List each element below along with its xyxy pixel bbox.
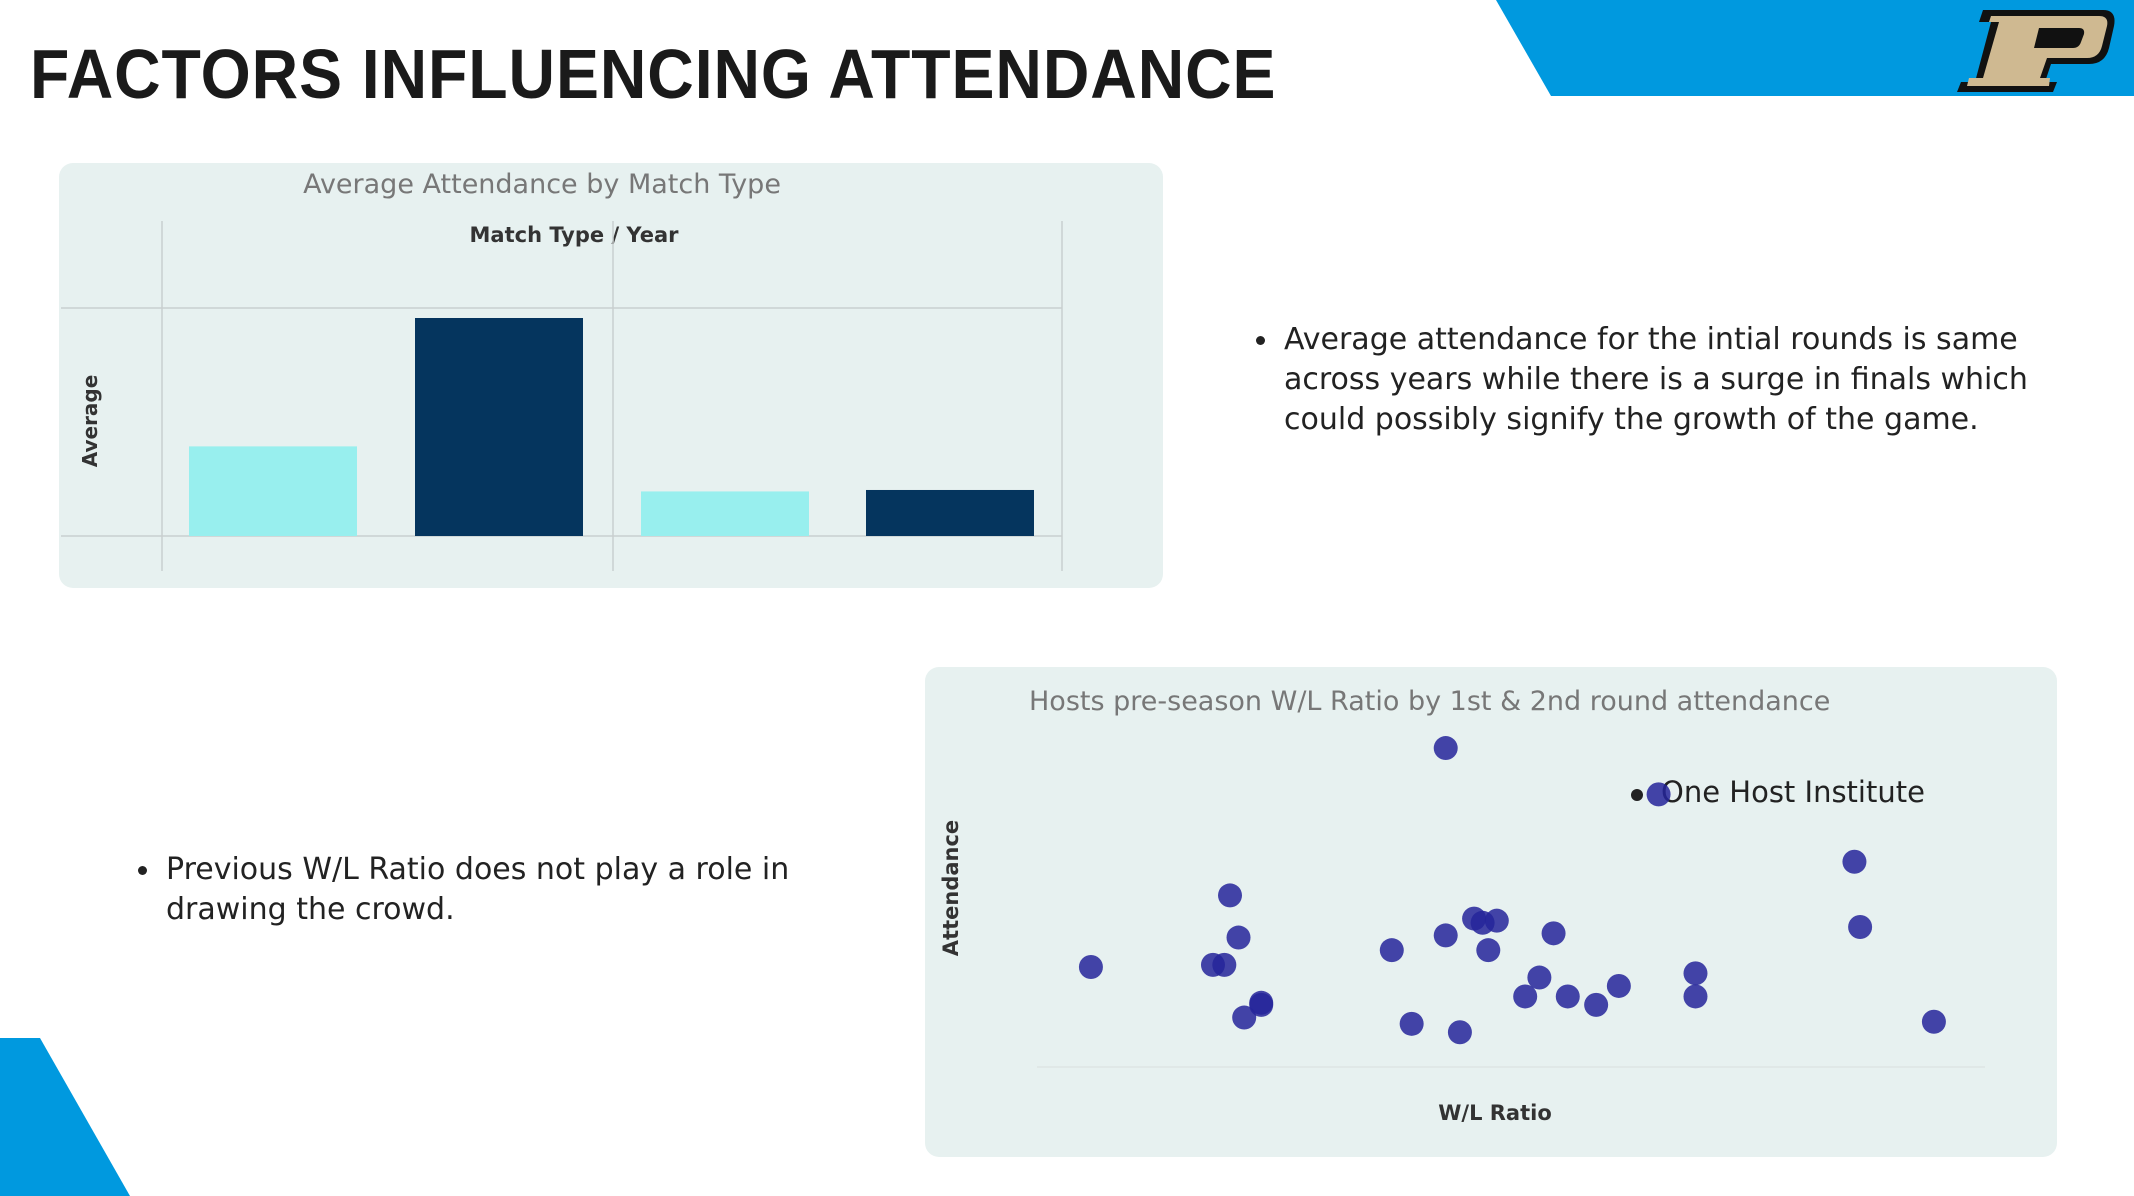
scatter-point	[1447, 1020, 1472, 1045]
scatter-point	[1683, 961, 1708, 986]
scatter-point	[1921, 1009, 1946, 1034]
scatter-point	[1842, 849, 1867, 874]
bar-chart-ylabel: Average	[78, 375, 102, 468]
scatter-point	[1212, 952, 1237, 977]
bar-chart-title: Average Attendance by Match Type	[303, 169, 781, 200]
scatter-point	[1379, 938, 1404, 963]
bar-chart-marks	[189, 318, 1034, 536]
scatter-chart-ylabel: Attendance	[939, 820, 963, 956]
scatter-point	[1848, 915, 1873, 939]
purdue-p-logo-icon	[1957, 10, 2115, 92]
scatter-point	[1249, 992, 1274, 1017]
insight-bullet-attendance: Average attendance for the intial rounds…	[1256, 320, 2064, 440]
scatter-legend-marker	[1631, 789, 1643, 801]
scatter-point	[1218, 883, 1243, 908]
corner-accent	[0, 1038, 130, 1196]
bar-chart-header: Match Type / Year	[470, 223, 680, 247]
scatter-point	[1513, 984, 1538, 1009]
scatter-chart-panel: Hosts pre-season W/L Ratio by 1st & 2nd …	[925, 667, 2057, 1157]
scatter-point	[1078, 955, 1103, 979]
bar-first-and-second-round-2023	[866, 489, 1034, 536]
scatter-point	[1541, 921, 1566, 946]
scatter-point	[1484, 908, 1509, 933]
scatter-point	[1606, 973, 1631, 998]
scatter-point	[1232, 1005, 1257, 1030]
scatter-point	[1646, 782, 1671, 807]
scatter-chart-xlabel: W/L Ratio	[1438, 1101, 1552, 1125]
scatter-point	[1433, 736, 1458, 761]
insight-bullet-wl-ratio: Previous W/L Ratio does not play a role …	[138, 850, 826, 930]
bar-final-regionals-2022	[189, 446, 357, 536]
scatter-point	[1584, 992, 1609, 1017]
scatter-point	[1476, 938, 1501, 963]
scatter-legend-label: One Host Institute	[1661, 775, 1925, 809]
scatter-chart-title: Hosts pre-season W/L Ratio by 1st & 2nd …	[1029, 686, 1830, 717]
scatter-point	[1226, 925, 1251, 950]
scatter-chart-marks	[1037, 736, 1985, 1068]
scatter-point	[1683, 984, 1708, 1009]
bar-final-regionals-2023	[415, 318, 583, 536]
page-title: FACTORS INFLUENCING ATTENDANCE	[30, 35, 1277, 113]
scatter-point	[1399, 1011, 1424, 1036]
scatter-point	[1433, 923, 1458, 948]
bar-chart: Average Attendance by Match Type Match T…	[61, 169, 1063, 571]
bar-first-and-second-round-2022	[641, 491, 809, 536]
bar-chart-panel: Average Attendance by Match Type Match T…	[59, 163, 1163, 588]
scatter-point	[1527, 965, 1552, 990]
header-banner	[1496, 0, 2134, 96]
scatter-chart: Hosts pre-season W/L Ratio by 1st & 2nd …	[939, 686, 1985, 1125]
scatter-point	[1555, 984, 1580, 1009]
insight-bullet-list-top: Average attendance for the intial rounds…	[1250, 320, 2064, 440]
insight-bullet-list-bottom: Previous W/L Ratio does not play a role …	[132, 850, 826, 930]
